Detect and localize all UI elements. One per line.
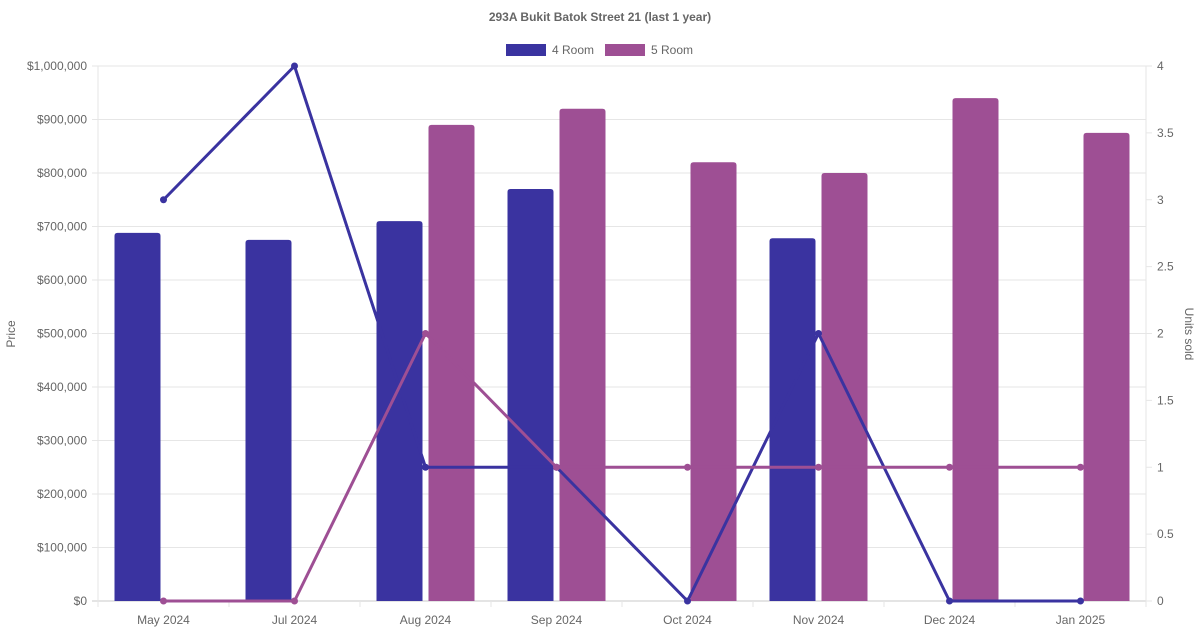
bar-4-room: [376, 221, 423, 601]
legend-label: 5 Room: [651, 43, 693, 57]
y-tick-label: $400,000: [37, 380, 87, 394]
y2-tick-label: 1.5: [1157, 393, 1174, 407]
point-5-room: [1077, 463, 1084, 471]
y-tick-label: $800,000: [37, 166, 87, 180]
x-tick-label: May 2024: [137, 613, 190, 627]
chart-title: 293A Bukit Batok Street 21 (last 1 year): [489, 10, 711, 24]
x-tick-label: Dec 2024: [924, 613, 976, 627]
bar-5-room: [559, 108, 606, 602]
point-5-room: [291, 597, 298, 605]
y2-tick-label: 0.5: [1157, 527, 1174, 541]
point-5-room: [684, 463, 691, 471]
point-4-room: [291, 62, 298, 70]
line-5-room: [163, 332, 1081, 603]
bar-4-room: [245, 239, 292, 601]
bar-5-room: [690, 162, 737, 602]
bar-4-room: [114, 232, 161, 602]
x-tick-label: Jan 2025: [1056, 613, 1106, 627]
point-4-room: [946, 597, 953, 605]
line-series: [160, 62, 1084, 605]
y2-tick-label: 4: [1157, 59, 1164, 73]
y2-tick-label: 2.5: [1157, 260, 1174, 274]
x-tick-label: Aug 2024: [400, 613, 452, 627]
y2-tick-label: 3.5: [1157, 126, 1174, 140]
x-tick-label: Nov 2024: [793, 613, 845, 627]
y2-tick-label: 3: [1157, 193, 1164, 207]
y-tick-label: $200,000: [37, 487, 87, 501]
bar-5-room: [1083, 132, 1130, 601]
point-4-room: [160, 196, 167, 204]
y-tick-label: $500,000: [37, 327, 87, 341]
y2-tick-label: 1: [1157, 460, 1164, 474]
y2-tick-label: 0: [1157, 594, 1164, 608]
y-tick-label: $700,000: [37, 220, 87, 234]
x-axis: May 2024 Jul 2024 Aug 2024 Sep 2024 Oct 2024…: [97, 601, 1106, 627]
x-tick-label: Oct 2024: [663, 613, 712, 627]
y-tick-label: $900,000: [37, 113, 87, 127]
point-5-room: [160, 597, 167, 605]
legend-swatch: [605, 44, 645, 56]
point-5-room: [815, 463, 822, 471]
bar-series: [114, 98, 1130, 602]
y2-axis-title: Units sold: [1182, 308, 1196, 361]
y-tick-label: $1,000,000: [27, 59, 87, 73]
point-5-room: [422, 330, 429, 337]
point-4-room: [422, 463, 429, 471]
legend-swatch: [506, 44, 546, 56]
y-tick-label: $300,000: [37, 434, 87, 448]
legend: 4 Room 5 Room: [506, 43, 693, 57]
y-axis-title: Price: [4, 320, 18, 348]
x-tick-label: Jul 2024: [272, 613, 318, 627]
point-4-room: [815, 330, 822, 337]
point-5-room: [946, 463, 953, 471]
y-tick-label: $0: [74, 594, 88, 608]
x-tick-label: Sep 2024: [531, 613, 583, 627]
bar-5-room: [952, 98, 999, 601]
y-tick-label: $600,000: [37, 273, 87, 287]
legend-label: 4 Room: [552, 43, 594, 57]
point-4-room: [684, 597, 691, 605]
y-tick-label: $100,000: [37, 541, 87, 555]
y-axis-left: $0 $100,000 $200,000 $300,000 $400,000 $500,0…: [27, 59, 87, 608]
bar-4-room: [769, 238, 816, 601]
y-axis-right: 0 0.5 1 1.5 2 2.5 3 3.5 4: [1146, 59, 1174, 608]
y2-tick-label: 2: [1157, 327, 1164, 341]
line-4-room: [162, 64, 1081, 603]
point-5-room: [553, 463, 560, 471]
point-4-room: [1077, 597, 1084, 605]
bar-4-room: [507, 189, 554, 602]
bar-5-room: [428, 124, 475, 601]
